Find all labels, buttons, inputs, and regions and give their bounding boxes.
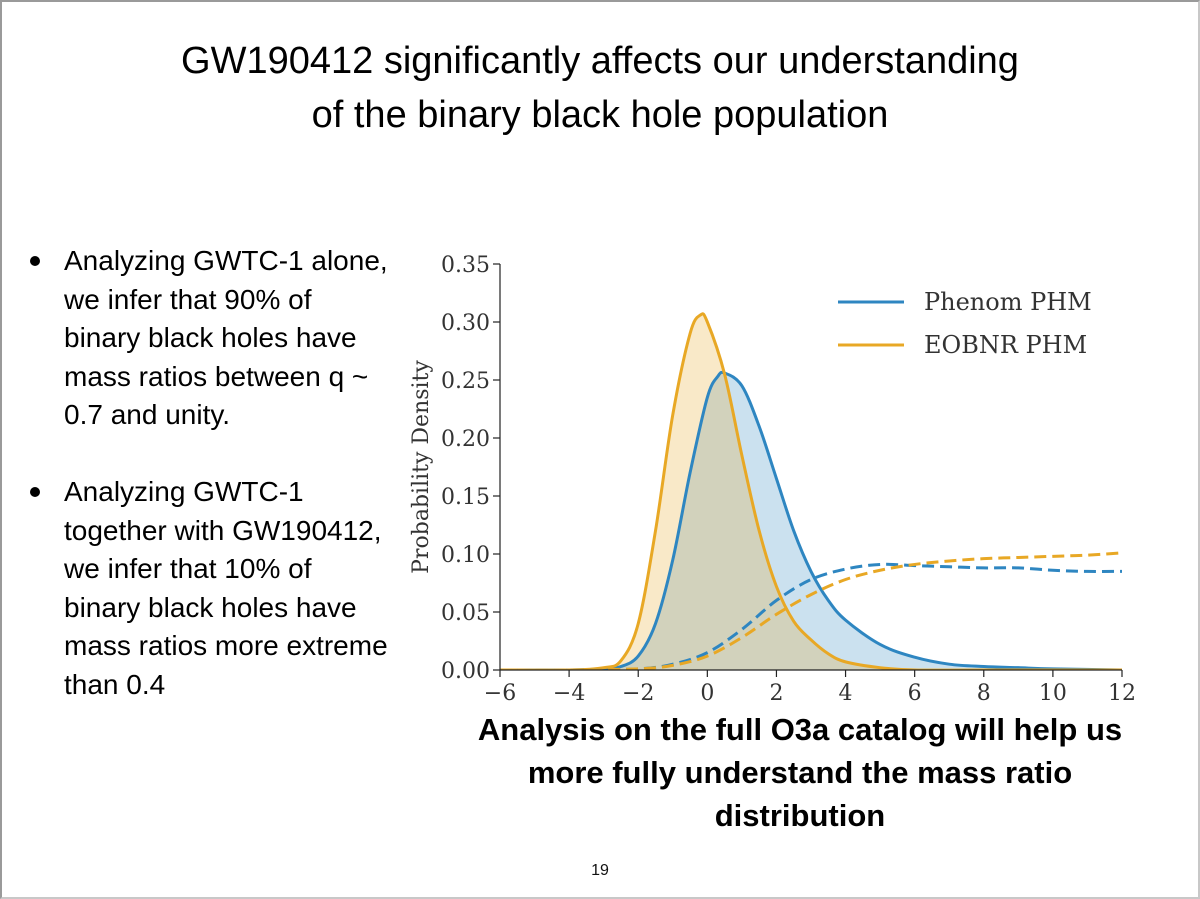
bullet-item: Analyzing GWTC-1 alone, we infer that 90… <box>28 242 388 435</box>
series-fill-0 <box>500 372 1122 670</box>
y-tick-label: 0.35 <box>441 253 490 278</box>
y-tick-label: 0.00 <box>441 659 490 684</box>
y-tick-label: 0.05 <box>441 601 490 626</box>
y-tick-label: 0.25 <box>441 369 490 394</box>
x-tick-label: 8 <box>977 681 991 706</box>
bullet-item: Analyzing GWTC-1 together with GW190412,… <box>28 473 388 705</box>
y-tick-label: 0.15 <box>441 485 490 510</box>
chart-svg: 0.00 0.05 0.10 0.15 0.20 0.25 0.30 0.35 −6 −4 −2 0 2… <box>409 253 1136 706</box>
probability-density-chart: 0.00 0.05 0.10 0.15 0.20 0.25 0.30 0.35 −6 −4 −2 0 2… <box>400 248 1200 710</box>
y-tick-label: 0.30 <box>441 311 490 336</box>
slide-title-line-1: GW190412 significantly affects our under… <box>181 40 1019 82</box>
density-lines <box>500 312 1122 670</box>
series-line-3 <box>500 551 1122 670</box>
x-tick-label: 12 <box>1108 681 1136 706</box>
series-line-1 <box>500 312 1122 670</box>
callout-text: Analysis on the full O3a catalog will he… <box>477 712 1123 833</box>
density-fills <box>500 313 1122 670</box>
x-tick-label: −4 <box>553 681 585 706</box>
legend: Phenom PHM EOBNR PHM <box>838 288 1092 359</box>
legend-label: Phenom PHM <box>924 288 1092 316</box>
x-tick-label: −6 <box>484 681 516 706</box>
x-tick-label: 0 <box>700 681 714 706</box>
page-number: 19 <box>591 862 609 879</box>
slide-title: GW190412 significantly affects our under… <box>60 34 1140 142</box>
x-tick-label: 2 <box>769 681 783 706</box>
axes: 0.00 0.05 0.10 0.15 0.20 0.25 0.30 0.35 −6 −4 −2 0 2… <box>409 253 1136 706</box>
legend-label: EOBNR PHM <box>924 331 1087 359</box>
x-tick-label: −2 <box>622 681 654 706</box>
y-tick-label: 0.20 <box>441 427 490 452</box>
y-tick-label: 0.10 <box>441 543 490 568</box>
x-tick-label: 10 <box>1039 681 1067 706</box>
series-fill-1 <box>500 313 1122 670</box>
slide-title-line-2: of the binary black hole population <box>311 94 889 136</box>
x-tick-label: 6 <box>908 681 922 706</box>
x-tick-label: 4 <box>839 681 853 706</box>
bullet-list: Analyzing GWTC-1 alone, we infer that 90… <box>28 242 388 743</box>
series-line-0 <box>500 370 1122 670</box>
y-axis-label: Probability Density <box>409 360 434 574</box>
